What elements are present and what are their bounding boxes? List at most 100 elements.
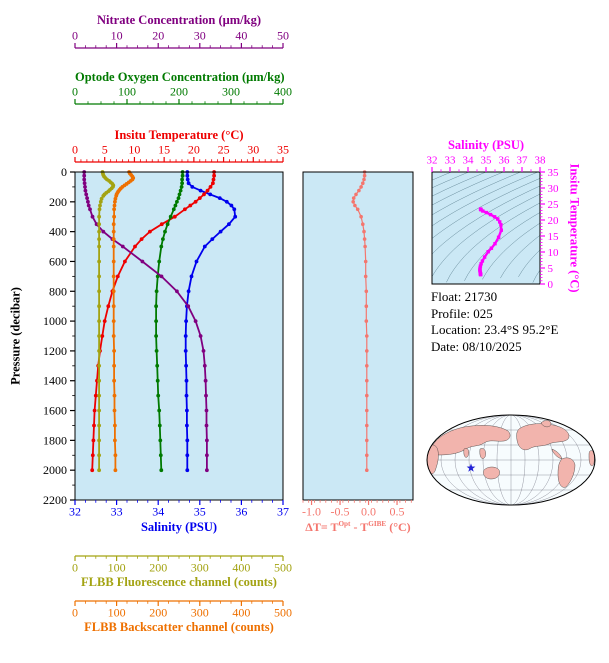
- ts-diagram: [431, 171, 541, 285]
- svg-text:10: 10: [111, 29, 123, 43]
- svg-text:1400: 1400: [43, 374, 67, 388]
- svg-text:37: 37: [277, 505, 289, 519]
- svg-text:25: 25: [548, 199, 560, 211]
- backscatter-axis-title: FLBB Backscatter channel (counts): [84, 620, 274, 634]
- svg-text:30: 30: [548, 183, 560, 195]
- svg-text:33: 33: [445, 155, 457, 167]
- svg-text:300: 300: [222, 85, 240, 99]
- svg-text:600: 600: [49, 254, 67, 268]
- nitrate-axis-title: Nitrate Concentration (μm/kg): [97, 13, 261, 27]
- svg-text:15: 15: [158, 143, 170, 157]
- svg-text:20: 20: [548, 215, 560, 227]
- svg-text:32: 32: [427, 155, 438, 167]
- continent-eurasia: [429, 425, 511, 456]
- svg-text:40: 40: [235, 29, 247, 43]
- delta-t-axis-title: ΔT= TOpt - TGIBE (°C): [288, 520, 428, 535]
- svg-text:1200: 1200: [43, 344, 67, 358]
- svg-text:0: 0: [72, 606, 78, 620]
- delta-t-title-part: - T: [350, 520, 369, 534]
- svg-text:35: 35: [481, 155, 493, 167]
- svg-text:37: 37: [517, 155, 529, 167]
- svg-text:35: 35: [277, 143, 289, 157]
- salinity-axis-title: Salinity (PSU): [140, 520, 218, 534]
- svg-text:34: 34: [463, 155, 475, 167]
- continent-greenland: [540, 420, 552, 428]
- oxygen-axis-title: Optode Oxygen Concentration (μm/kg): [75, 70, 285, 84]
- svg-text:200: 200: [49, 195, 67, 209]
- svg-text:200: 200: [149, 606, 167, 620]
- svg-text:400: 400: [49, 225, 67, 239]
- svg-text:400: 400: [274, 85, 292, 99]
- ts-curve: [478, 207, 503, 277]
- delta-t-plot: [302, 170, 414, 501]
- continent-australia: [483, 466, 500, 480]
- svg-text:10: 10: [548, 247, 560, 259]
- svg-text:500: 500: [274, 561, 292, 575]
- svg-text:34: 34: [152, 505, 164, 519]
- delta-t-title-part: (°C): [386, 520, 411, 534]
- continent-africa: [427, 444, 439, 474]
- svg-text:0: 0: [72, 561, 78, 575]
- delta-t-title-sup-opt: Opt: [338, 520, 351, 528]
- float-info-block: Float: 21730 Profile: 025 Location: 23.4…: [431, 289, 558, 355]
- svg-text:800: 800: [49, 284, 67, 298]
- svg-text:100: 100: [108, 561, 126, 575]
- svg-text:0: 0: [72, 143, 78, 157]
- svg-text:36: 36: [499, 155, 511, 167]
- svg-text:20: 20: [152, 29, 164, 43]
- map-continents: [427, 420, 595, 488]
- continent-central-america: [551, 448, 563, 460]
- fluorescence-axis-title: FLBB Fluorescence channel (counts): [81, 575, 277, 589]
- standalone-axes: 0200400600800100012001400160018002000220…: [43, 29, 559, 620]
- svg-text:0.5: 0.5: [390, 505, 405, 519]
- main-profile-plot: [74, 170, 284, 501]
- svg-text:300: 300: [191, 606, 209, 620]
- delta-t-title-sup-ref: GIBE: [368, 520, 387, 528]
- svg-text:-0.5: -0.5: [331, 505, 350, 519]
- svg-text:33: 33: [111, 505, 123, 519]
- svg-text:15: 15: [548, 231, 560, 243]
- continent-se-asia: [479, 448, 486, 459]
- svg-text:1000: 1000: [43, 314, 67, 328]
- profile-number-line: Profile: 025: [431, 305, 493, 321]
- float-id-line: Float: 21730: [431, 289, 498, 304]
- svg-text:200: 200: [149, 561, 167, 575]
- svg-text:0: 0: [61, 165, 67, 179]
- svg-text:30: 30: [194, 29, 206, 43]
- svg-text:500: 500: [274, 606, 292, 620]
- density-contours: [432, 172, 540, 283]
- svg-text:30: 30: [247, 143, 259, 157]
- svg-text:5: 5: [102, 143, 108, 157]
- svg-text:38: 38: [535, 155, 547, 167]
- svg-text:10: 10: [128, 143, 140, 157]
- location-line: Location: 23.4°S 95.2°E: [431, 322, 559, 337]
- svg-text:0: 0: [72, 85, 78, 99]
- svg-text:35: 35: [548, 167, 560, 179]
- svg-text:0: 0: [548, 279, 554, 291]
- svg-text:0: 0: [72, 29, 78, 43]
- ts-salinity-axis-title: Salinity (PSU): [447, 138, 525, 152]
- date-line: Date: 08/10/2025: [431, 338, 522, 354]
- world-map: [426, 414, 596, 506]
- svg-text:5: 5: [548, 263, 554, 275]
- svg-text:400: 400: [232, 606, 250, 620]
- svg-text:2200: 2200: [43, 493, 67, 507]
- svg-text:300: 300: [191, 561, 209, 575]
- svg-text:36: 36: [235, 505, 247, 519]
- svg-text:50: 50: [277, 29, 289, 43]
- svg-text:1600: 1600: [43, 404, 67, 418]
- svg-text:32: 32: [69, 505, 81, 519]
- svg-text:400: 400: [232, 561, 250, 575]
- temperature-axis-title: Insitu Temperature (°C): [114, 128, 244, 142]
- svg-text:-1.0: -1.0: [302, 505, 321, 519]
- continent-india: [463, 448, 469, 458]
- svg-text:35: 35: [194, 505, 206, 519]
- map-content: [427, 415, 595, 505]
- svg-text:1800: 1800: [43, 433, 67, 447]
- continent-south-america: [557, 457, 576, 488]
- svg-text:100: 100: [118, 85, 136, 99]
- continent-north-america: [516, 423, 570, 451]
- svg-text:100: 100: [108, 606, 126, 620]
